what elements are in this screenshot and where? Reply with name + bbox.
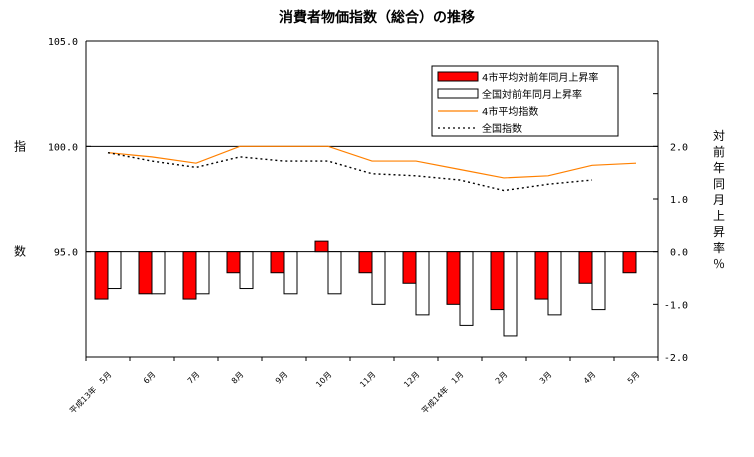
bar xyxy=(490,251,505,311)
bar xyxy=(226,251,241,274)
x-tick-label: 10月 xyxy=(314,370,333,389)
x-tick-label: 5月 xyxy=(626,370,642,386)
bar xyxy=(182,251,197,300)
right-tick-label: -2.0 xyxy=(664,353,688,364)
bar-series xyxy=(94,240,637,337)
bar xyxy=(327,251,342,295)
x-tick-label: 7月 xyxy=(186,370,202,386)
bar xyxy=(358,251,373,274)
legend-label: 全国対前年同月上昇率 xyxy=(482,88,582,101)
bar xyxy=(270,251,285,274)
line-series-national-index xyxy=(107,151,593,192)
right-axis-unit: ％ xyxy=(713,257,725,271)
x-tick-label: 6月 xyxy=(142,370,158,386)
x-tick-label: 4月 xyxy=(582,370,598,386)
bar xyxy=(107,251,122,290)
legend-label: 全国指数 xyxy=(482,122,522,135)
bar xyxy=(578,251,593,284)
bar xyxy=(503,251,518,337)
bar xyxy=(547,251,562,316)
bar xyxy=(283,251,298,295)
bar xyxy=(195,251,210,295)
left-axis-label-top: 指 xyxy=(14,138,26,153)
left-tick-label: 95.0 xyxy=(54,248,78,259)
x-tick-label: 8月 xyxy=(230,370,246,386)
chart-title: 消費者物価指数（総合）の推移 xyxy=(279,9,475,26)
x-tick-label: 3月 xyxy=(538,370,554,386)
right-axis-label: 対前年同月上昇率 xyxy=(713,129,725,255)
bar xyxy=(459,251,474,326)
bar xyxy=(591,251,606,311)
legend-swatch xyxy=(437,88,479,99)
x-tick-label: 平成14年 1月 xyxy=(419,369,465,415)
x-tick-label: 2月 xyxy=(494,370,510,386)
left-tick-label: 100.0 xyxy=(48,142,78,153)
bar xyxy=(402,251,417,284)
line-series-four-city-index xyxy=(107,145,637,179)
left-axis-label-bottom: 数 xyxy=(14,244,26,259)
bar xyxy=(622,251,637,274)
right-tick-label: 2.0 xyxy=(670,142,688,153)
right-tick-label: -1.0 xyxy=(664,300,688,311)
bar xyxy=(151,251,166,295)
bar xyxy=(138,251,153,295)
bar xyxy=(239,251,254,290)
x-tick-label: 11月 xyxy=(358,370,377,389)
right-tick-label: 0.0 xyxy=(670,248,688,259)
x-tick-label: 9月 xyxy=(274,370,290,386)
left-tick-label: 105.0 xyxy=(48,37,78,48)
legend-label: 4市平均対前年同月上昇率 xyxy=(482,71,598,84)
line-series xyxy=(107,145,637,192)
x-tick-label: 平成13年 5月 xyxy=(67,369,113,415)
bar xyxy=(446,251,461,305)
x-tick-label: 12月 xyxy=(402,370,421,389)
bar xyxy=(534,251,549,300)
bar xyxy=(415,251,430,316)
legend-label: 4市平均指数 xyxy=(482,105,538,118)
legend-swatch xyxy=(437,71,479,82)
bar xyxy=(94,251,109,300)
right-tick-label: 1.0 xyxy=(670,195,688,206)
bar xyxy=(371,251,386,305)
bar xyxy=(314,240,329,253)
